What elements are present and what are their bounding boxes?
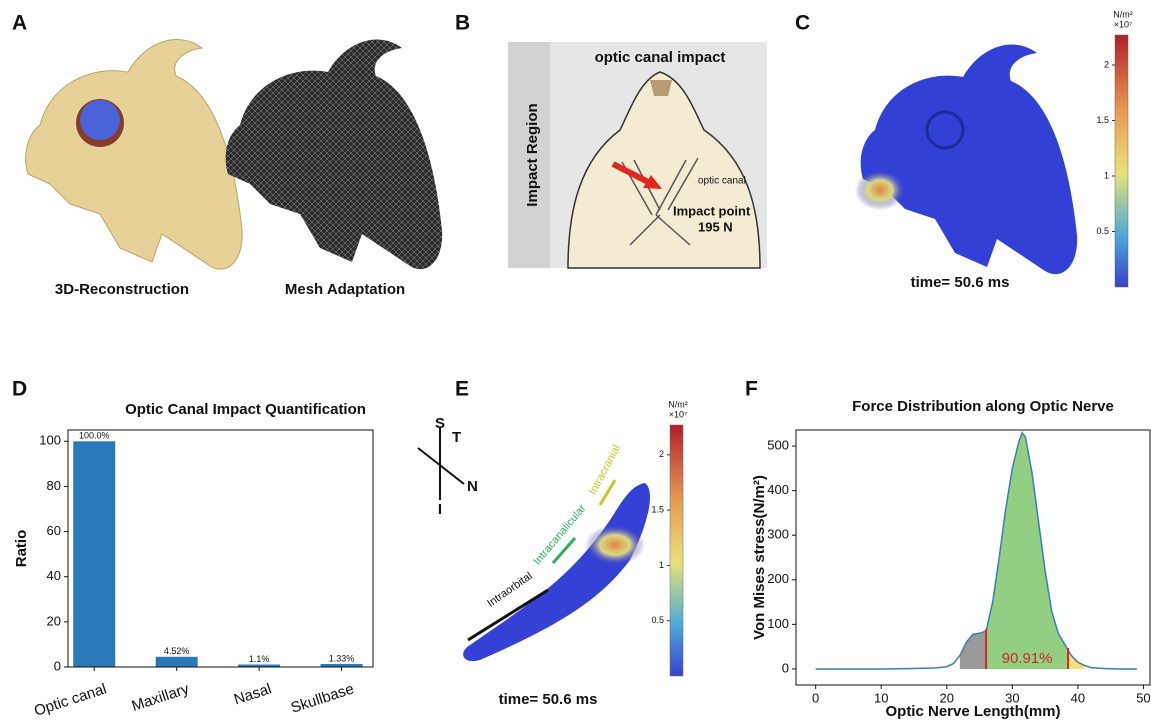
plot-frame bbox=[67, 429, 374, 668]
impact-arrow bbox=[611, 161, 654, 187]
head-outline bbox=[567, 71, 761, 269]
arrow-head bbox=[643, 175, 662, 189]
colorbar-scale: ×10⁷ bbox=[1114, 19, 1133, 29]
colorbar bbox=[1114, 34, 1129, 288]
time-label: time= 50.6 ms bbox=[911, 274, 1010, 291]
segment-label: Intracranial bbox=[587, 443, 623, 497]
value-label: 4.52% bbox=[164, 646, 190, 656]
y-axis-label: Von Mises stress(N/m²) bbox=[751, 475, 768, 640]
y-tick-label: 400 bbox=[767, 482, 789, 497]
area-region bbox=[959, 631, 987, 669]
x-tick-label: Optic canal bbox=[32, 680, 109, 719]
y-tick-label: 0 bbox=[54, 658, 61, 673]
panel-label: D bbox=[12, 378, 27, 401]
x-tick-label: 30 bbox=[1005, 690, 1019, 705]
y-tick-label: 300 bbox=[767, 527, 789, 542]
eyeball bbox=[80, 100, 120, 140]
annotation: optic canal bbox=[698, 176, 746, 187]
bar bbox=[73, 441, 116, 667]
stress-line bbox=[815, 431, 1137, 670]
colorbar-tick-label: 0.5 bbox=[1096, 226, 1109, 236]
stress-hotspot bbox=[855, 170, 905, 210]
y-tick-label: 100 bbox=[767, 616, 789, 631]
panel-label: F bbox=[745, 378, 758, 401]
mesh-render bbox=[225, 39, 443, 270]
x-tick-label: 0 bbox=[812, 690, 819, 705]
orbit bbox=[925, 110, 965, 150]
colorbar-tick-label: 1.5 bbox=[1096, 115, 1109, 125]
colorbar-unit: N/m² bbox=[1113, 9, 1133, 19]
colorbar-tick-label: 2 bbox=[1104, 59, 1109, 69]
colorbar bbox=[669, 424, 684, 677]
y-tick-label: 100 bbox=[39, 433, 61, 448]
y-tick-label: 80 bbox=[47, 478, 61, 493]
y-tick-label: 40 bbox=[47, 568, 61, 583]
axis-letter: T bbox=[452, 429, 461, 446]
colorbar-tick-label: 1 bbox=[1104, 170, 1109, 180]
plot-frame bbox=[795, 429, 1151, 686]
x-tick-label: 40 bbox=[1071, 690, 1085, 705]
side-label: Impact Region bbox=[524, 103, 541, 206]
bar bbox=[238, 664, 281, 667]
x-tick-label: Maxillary bbox=[130, 680, 192, 715]
value-label: 100.0% bbox=[79, 431, 110, 441]
segment-line bbox=[551, 537, 577, 564]
panel-label: A bbox=[12, 12, 27, 35]
segment-line bbox=[598, 479, 617, 506]
y-tick-label: 0 bbox=[782, 660, 789, 675]
nerve-render bbox=[463, 483, 650, 662]
panel-label: C bbox=[795, 12, 810, 35]
colorbar-tick-label: 1.5 bbox=[651, 505, 664, 515]
value-label: 1.33% bbox=[329, 653, 355, 663]
colorbar-tick-label: 0.5 bbox=[651, 615, 664, 625]
x-tick-label: Skullbase bbox=[289, 680, 356, 716]
bar bbox=[320, 663, 363, 667]
y-axis-label: Ratio bbox=[13, 530, 30, 568]
y-tick-label: 20 bbox=[47, 613, 61, 628]
x-tick-label: 50 bbox=[1136, 690, 1150, 705]
impact-force: 195 N bbox=[698, 219, 733, 234]
stress-render bbox=[860, 44, 1078, 275]
caption: 3D-Reconstruction bbox=[55, 281, 189, 298]
diagram-title: optic canal impact bbox=[595, 49, 726, 66]
nasal-bone bbox=[650, 80, 672, 96]
colorbar-unit: N/m² bbox=[668, 399, 688, 409]
y-tick-label: 500 bbox=[767, 437, 789, 452]
side-strip bbox=[508, 42, 550, 268]
axis-letter: I bbox=[438, 501, 442, 518]
skull-render bbox=[25, 39, 243, 270]
x-tick-label: 10 bbox=[874, 690, 888, 705]
caption: Mesh Adaptation bbox=[285, 281, 405, 298]
stress-hotspot bbox=[585, 525, 645, 565]
y-tick-label: 200 bbox=[767, 571, 789, 586]
x-axis-label: Optic Nerve Length(mm) bbox=[885, 703, 1060, 720]
axis-letter: N bbox=[467, 478, 478, 495]
x-tick-label: 20 bbox=[940, 690, 954, 705]
axis-letter: S bbox=[435, 415, 445, 432]
area-region bbox=[986, 432, 1069, 669]
segment-line bbox=[467, 588, 549, 642]
segment-label: Intracanalicular bbox=[531, 502, 588, 567]
region-annotation: 90.91% bbox=[1002, 650, 1053, 667]
colorbar-tick-label: 2 bbox=[659, 449, 664, 459]
time-label: time= 50.6 ms bbox=[499, 691, 598, 708]
chart-title: Force Distribution along Optic Nerve bbox=[852, 398, 1114, 415]
impact-label: Impact point bbox=[673, 203, 751, 218]
value-label: 1.1% bbox=[249, 654, 270, 664]
panel-label: B bbox=[455, 12, 470, 35]
colorbar-scale: ×10⁷ bbox=[669, 409, 688, 419]
bar bbox=[155, 656, 198, 667]
chart-title: Optic Canal Impact Quantification bbox=[125, 401, 366, 418]
orientation-axes bbox=[417, 428, 465, 500]
colorbar-tick-label: 1 bbox=[659, 560, 664, 570]
x-tick-label: Nasal bbox=[232, 680, 274, 708]
y-tick-label: 60 bbox=[47, 523, 61, 538]
panel-label: E bbox=[455, 378, 469, 401]
